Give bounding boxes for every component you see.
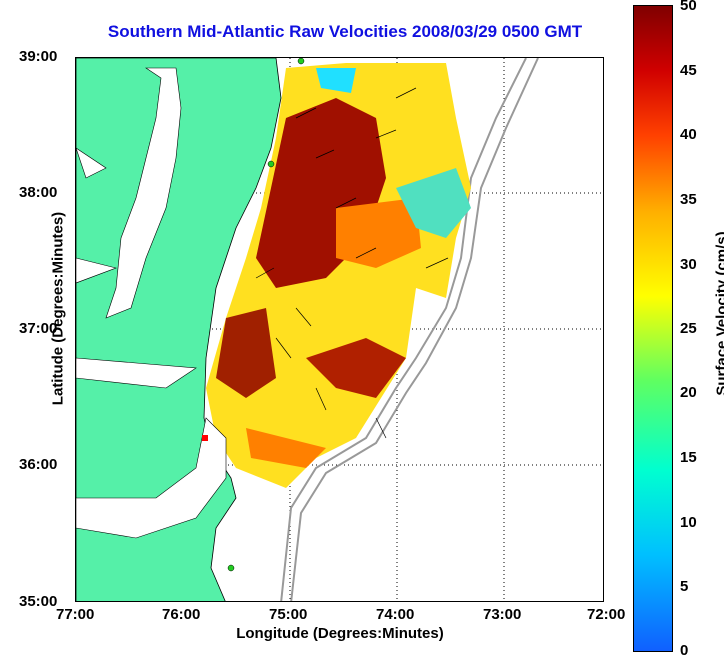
colorbar-tick: 20	[680, 384, 697, 401]
colorbar-tick: 10	[680, 514, 697, 531]
y-tick: 39:00	[19, 48, 58, 65]
colorbar-tick: 25	[680, 320, 697, 337]
map-title: Southern Mid-Atlantic Raw Velocities 200…	[107, 22, 583, 41]
x-tick: 74:00	[376, 606, 415, 623]
map-plot-area	[75, 57, 604, 602]
bathymetry-contours	[280, 58, 539, 601]
velocity-field	[206, 63, 471, 488]
colorbar-tick: 30	[680, 256, 697, 273]
y-tick: 37:00	[19, 320, 58, 337]
colorbar-tick: 5	[680, 578, 689, 595]
bay-water	[76, 67, 227, 539]
colorbar-tick: 45	[680, 62, 697, 79]
y-axis-label: Latitude (Degrees:Minutes)	[49, 211, 67, 406]
y-tick: 35:00	[19, 593, 58, 610]
land-mass	[76, 58, 282, 601]
colorbar-tick: 0	[680, 642, 689, 659]
y-tick: 38:00	[19, 184, 58, 201]
site-marker	[202, 435, 208, 441]
x-axis-label: Longitude (Degrees:Minutes)	[236, 625, 444, 642]
x-tick: 72:00	[587, 606, 626, 623]
colorbar-label: Surface Velocity (cm/s)	[713, 231, 724, 396]
velocity-map	[76, 58, 603, 601]
colorbar-tick: 35	[680, 191, 697, 208]
x-tick: 76:00	[162, 606, 201, 623]
radar-sites	[227, 58, 305, 572]
colorbar-tick: 40	[680, 126, 697, 143]
colorbar	[633, 5, 673, 652]
x-tick: 77:00	[56, 606, 95, 623]
colorbar-tick: 50	[680, 0, 697, 14]
y-tick: 36:00	[19, 456, 58, 473]
x-tick: 73:00	[483, 606, 522, 623]
colorbar-tick: 15	[680, 449, 697, 466]
velocity-arrows	[255, 87, 449, 439]
x-tick: 75:00	[269, 606, 308, 623]
